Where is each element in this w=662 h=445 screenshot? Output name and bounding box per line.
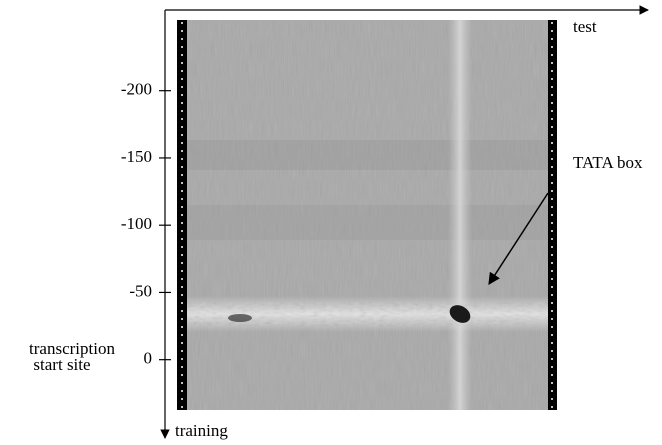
- heatmap-image: [177, 20, 557, 410]
- y-tick-label: -200: [121, 80, 152, 99]
- y-tick-label: 0: [144, 349, 153, 368]
- x-axis-label: test: [573, 17, 597, 36]
- y-tick-label: -100: [121, 214, 152, 233]
- annotation: transcription: [29, 339, 115, 358]
- y-tick-label: -150: [121, 147, 152, 166]
- annotation: TATA box: [573, 153, 643, 172]
- y-axis-label: training: [175, 421, 228, 440]
- annotation-arrow: [488, 192, 549, 286]
- y-tick-label: -50: [129, 281, 152, 300]
- annotation: start site: [33, 355, 90, 374]
